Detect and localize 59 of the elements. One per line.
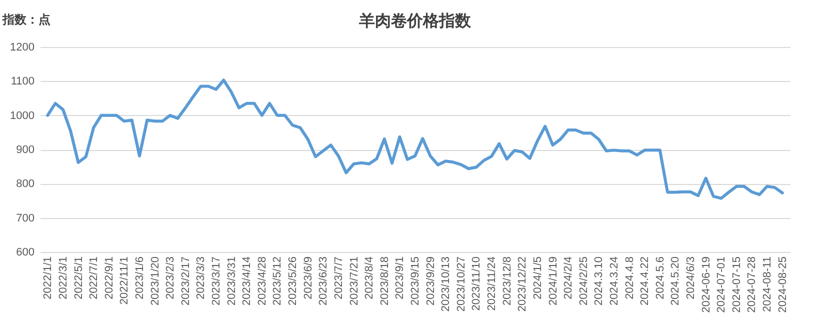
x-tick-label: 2023/8/4 [364,256,376,300]
x-tick-label: 2023/3/3 [195,256,208,300]
x-tick-label: 2023/6/9 [302,256,314,300]
x-tick-label: 2024-07-15 [730,256,743,313]
x-tick-label: 2023/5/26 [287,256,300,306]
y-tick-label: 1100 [10,76,34,88]
x-tick-label: 2023/12/22 [516,256,529,312]
x-tick-label: 2023/10/13 [440,256,452,312]
x-tick-label: 2022/9/1 [103,256,116,300]
x-tick-label: 2023/9/29 [424,256,437,306]
x-tick-label: 2024.3.24 [608,256,620,306]
x-tick-label: 2024.5.20 [670,256,682,306]
x-tick-label: 2023/4/28 [256,256,268,306]
x-tick-label: 2023/8/18 [378,256,391,306]
x-tick-label: 2024/2/4 [562,256,575,300]
x-tick-label: 2024-07-28 [746,256,758,313]
y-tick-label: 600 [16,246,34,258]
x-tick-label: 2024/6/3 [685,256,698,300]
x-tick-label: 2022/5/1 [72,256,85,300]
x-tick-label: 2023/7/7 [332,256,345,300]
chart-title: 羊肉卷价格指数 [358,12,472,30]
x-tick-label: 2024-08-25 [776,256,789,313]
y-tick-label: 1200 [10,42,34,54]
x-tick-label: 2024-07-01 [716,256,728,313]
x-tick-label: 2023/5/12 [272,256,284,306]
x-tick-label: 2023/1/20 [149,256,162,306]
x-tick-label: 2024/1/5 [532,256,544,300]
line-series [46,78,784,200]
x-tick-label: 2023/3/31 [226,256,238,306]
x-tick-label: 2024/2/25 [578,256,590,306]
y-tick-label: 1000 [10,110,34,122]
x-tick-label: 2024.4.8 [624,256,636,300]
x-tick-label: 2022/7/1 [88,256,100,300]
x-tick-label: 2023/6/23 [318,256,330,306]
x-tick-label: 2023/11/24 [486,256,498,311]
y-tick-label: 800 [16,178,34,190]
x-tick-label: 2023/2/17 [180,256,192,306]
x-tick-label: 2023/3/17 [210,256,223,306]
x-tick-label: 2024.4.22 [639,256,652,306]
x-tick-label: 2024-08-11 [762,256,774,312]
x-tick-label: 2024.5.6 [654,256,666,300]
x-tick-label: 2023/11/10 [470,256,483,311]
x-tick-label: 2022/3/1 [57,256,70,300]
y-tick-label: 700 [16,212,34,224]
y-tick-label: 900 [16,144,34,156]
x-tick-label: 2023/9/15 [410,256,422,306]
x-tick-label: 2024/1/19 [547,256,560,306]
x-tick-label: 2023/9/1 [394,256,406,300]
x-tick-label: 2022/11/1 [118,256,131,305]
x-tick-label: 2024.3.10 [593,256,606,306]
x-tick-label: 2023/10/27 [455,256,468,312]
x-tick-label: 2024-06-19 [700,256,712,313]
x-tick-label: 2023/12/8 [501,256,514,306]
y-axis-title: 指数：点 [2,12,50,26]
x-tick-label: 2023/4/14 [241,256,254,306]
x-tick-label: 2023/1/6 [134,256,146,300]
x-tick-label: 2023/7/21 [348,256,360,306]
x-tick-label: 2022/1/1 [42,256,54,300]
x-tick-label: 2023/2/3 [164,256,177,300]
